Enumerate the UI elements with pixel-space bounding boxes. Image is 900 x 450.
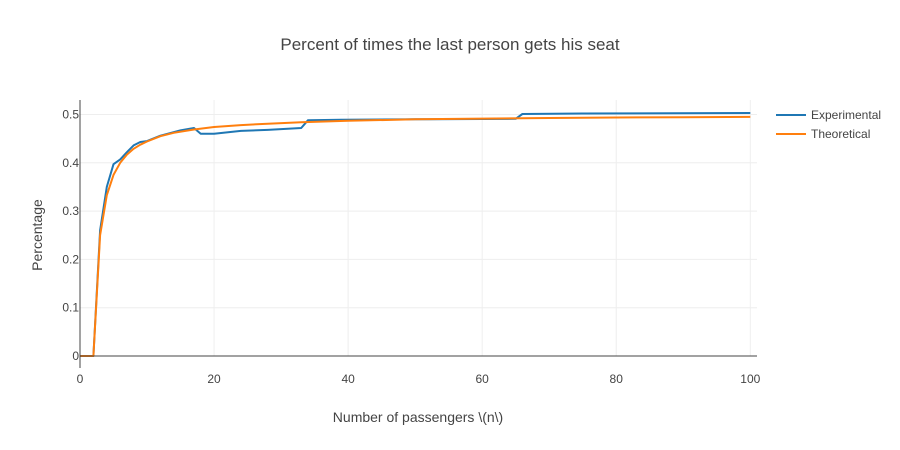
legend: Experimental Theoretical (776, 108, 881, 141)
y-tick-label: 0.3 (62, 204, 79, 218)
y-tick-label: 0.1 (62, 301, 79, 315)
x-axis-title: Number of passengers \(n\) (333, 409, 503, 425)
experimental-series-line (80, 112, 751, 357)
y-tick-label: 0.4 (62, 156, 79, 170)
x-tick-label: 60 (475, 372, 489, 386)
y-tick-label: 0.5 (62, 107, 79, 121)
y-tick-label: 0 (72, 349, 79, 363)
series-lines (80, 112, 751, 357)
x-tick-label: 40 (341, 372, 355, 386)
theoretical-series-line (80, 115, 751, 357)
x-tick-label: 0 (77, 372, 84, 386)
axes (79, 100, 757, 368)
y-tick-label: 0.2 (62, 252, 79, 266)
y-axis-ticks: 0 0.1 0.2 0.3 0.4 0.5 (62, 107, 79, 363)
x-tick-label: 20 (207, 372, 221, 386)
y-axis-title: Percentage (29, 199, 45, 271)
x-tick-label: 100 (740, 372, 760, 386)
x-tick-label: 80 (610, 372, 624, 386)
x-axis-ticks: 0 20 40 60 80 100 (77, 372, 761, 386)
experimental-legend-label: Experimental (811, 108, 881, 122)
chart-title: Percent of times the last person gets hi… (280, 35, 620, 54)
gridlines (80, 100, 757, 356)
theoretical-legend-label: Theoretical (811, 127, 870, 141)
